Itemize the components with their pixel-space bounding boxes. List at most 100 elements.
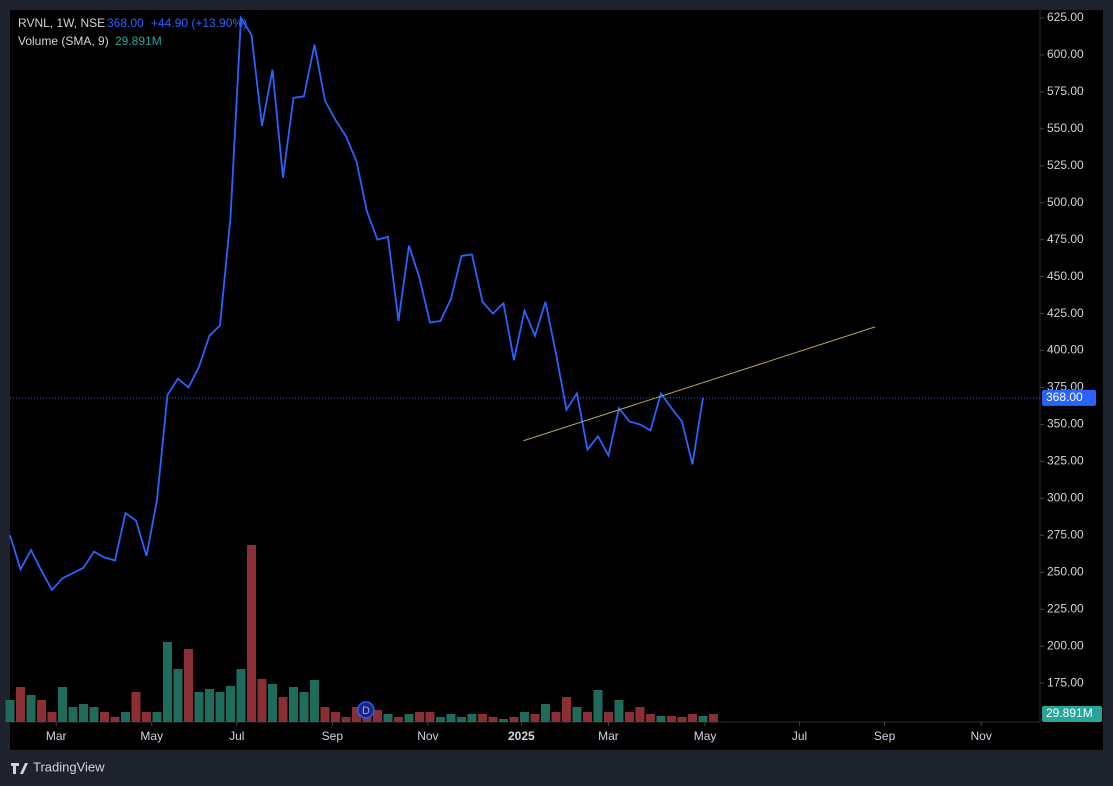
volume-bar	[246, 545, 256, 722]
volume-bar	[614, 700, 624, 722]
dividend-marker-label: D	[362, 705, 370, 717]
volume-bar	[488, 717, 498, 722]
volume-bar	[540, 704, 550, 722]
y-tick-label: 325.00	[1047, 454, 1084, 468]
y-tick-label: 300.00	[1047, 491, 1084, 505]
y-tick-label: 400.00	[1047, 343, 1084, 357]
volume-bar	[561, 697, 571, 722]
last-price: 368.00	[107, 16, 144, 30]
volume-bar	[593, 690, 603, 722]
volume-bar	[267, 684, 277, 722]
volume-bar	[68, 707, 78, 722]
y-tick-label: 250.00	[1047, 564, 1084, 578]
volume-badge	[1042, 706, 1102, 722]
price-line	[9, 15, 704, 592]
y-tick-label: 475.00	[1047, 232, 1084, 246]
x-tick-label: Sep	[322, 729, 344, 743]
volume-bar	[204, 689, 214, 722]
y-tick-label: 175.00	[1047, 675, 1084, 689]
x-tick-label: May	[140, 729, 163, 743]
volume-badge-label: 29.891M	[1046, 706, 1093, 720]
volume-sma: 29.891M	[115, 34, 162, 48]
volume-bar	[141, 712, 151, 722]
volume-bar	[215, 692, 225, 722]
volume-bar	[677, 717, 687, 722]
y-tick-label: 500.00	[1047, 195, 1084, 209]
volume-bar	[582, 712, 592, 722]
brand-logo	[11, 763, 28, 774]
volume-bar	[320, 707, 330, 722]
y-tick-label: 450.00	[1047, 269, 1084, 283]
x-tick-label: Jul	[229, 729, 244, 743]
volume-bar	[183, 649, 193, 722]
volume-bar	[456, 717, 466, 722]
volume-bar	[404, 714, 414, 722]
volume-bar	[519, 712, 529, 722]
chart-pane	[10, 10, 1103, 750]
volume-bar	[435, 717, 445, 722]
volume-bar	[110, 717, 120, 722]
x-tick-label: Nov	[417, 729, 438, 743]
volume-bar	[162, 642, 172, 722]
volume-bar	[666, 716, 676, 722]
price-badge-label: 368.00	[1046, 390, 1083, 404]
price-change: +44.90 (+13.90%)	[151, 16, 247, 30]
volume-bar	[425, 712, 435, 722]
volume-bar	[414, 712, 424, 722]
volume-bar	[393, 717, 403, 722]
volume-bar	[194, 692, 204, 722]
y-tick-label: 200.00	[1047, 638, 1084, 652]
y-tick-label: 350.00	[1047, 417, 1084, 431]
brand: TradingView	[33, 759, 105, 774]
volume-bar	[656, 716, 666, 722]
x-tick-label: 2025	[508, 729, 535, 743]
volume-bar	[57, 687, 67, 722]
volume-bar	[152, 712, 162, 722]
y-tick-label: 625.00	[1047, 10, 1084, 24]
volume-bar	[299, 692, 309, 722]
y-tick-label: 525.00	[1047, 158, 1084, 172]
volume-bar	[288, 687, 298, 722]
volume-bar	[309, 680, 319, 722]
volume-bar	[15, 687, 25, 722]
x-tick-label: Mar	[598, 729, 619, 743]
volume-bar	[645, 714, 655, 722]
volume-bar	[257, 679, 267, 722]
y-tick-label: 225.00	[1047, 601, 1084, 615]
volume-bar	[330, 712, 340, 722]
volume-bar	[477, 714, 487, 722]
x-tick-label: Mar	[46, 729, 67, 743]
chart-title: RVNL, 1W, NSE	[18, 16, 105, 30]
volume-bar	[120, 712, 130, 722]
volume-bar	[603, 712, 613, 722]
volume-bar	[341, 717, 351, 722]
volume-bar	[173, 669, 183, 722]
volume-bar	[26, 695, 36, 722]
x-tick-label: Nov	[971, 729, 992, 743]
x-tick-label: Sep	[874, 729, 896, 743]
volume-bar	[383, 714, 393, 722]
dividend-marker	[357, 701, 375, 719]
y-tick-label: 275.00	[1047, 527, 1084, 541]
volume-bar	[78, 704, 88, 722]
volume-bar	[551, 712, 561, 722]
y-tick-label: 550.00	[1047, 121, 1084, 135]
volume-bar	[530, 714, 540, 722]
y-tick-label: 425.00	[1047, 306, 1084, 320]
y-tick-label: 600.00	[1047, 47, 1084, 61]
y-tick-label: 575.00	[1047, 84, 1084, 98]
volume-bar	[687, 714, 697, 722]
volume-bar	[446, 714, 456, 722]
trendline	[523, 326, 876, 442]
volume-bar	[635, 707, 645, 722]
volume-bar	[5, 700, 15, 722]
volume-bar	[509, 717, 519, 722]
volume-bar	[278, 697, 288, 722]
volume-bar	[131, 692, 141, 722]
volume-bar	[236, 669, 246, 722]
volume-bar	[36, 700, 46, 722]
volume-bar	[467, 714, 477, 722]
volume-bar	[708, 714, 718, 722]
